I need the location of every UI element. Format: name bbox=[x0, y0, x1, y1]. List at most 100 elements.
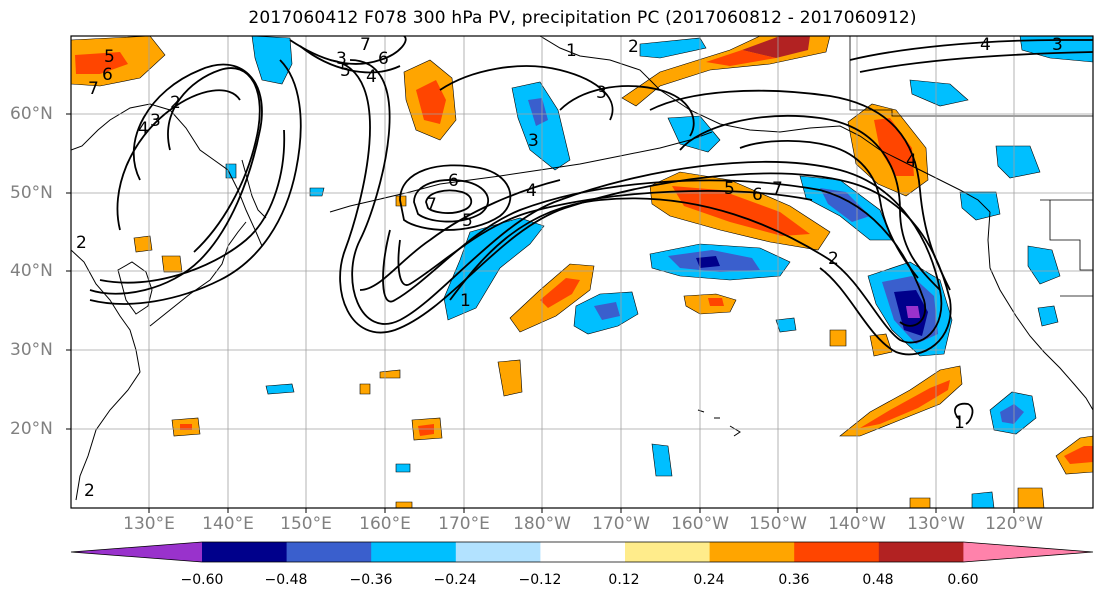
coastline-asia bbox=[71, 103, 263, 247]
precip-positive-patch bbox=[359, 383, 371, 395]
contour-label: 3 bbox=[150, 111, 161, 131]
lat-label: 20°N bbox=[10, 419, 53, 439]
precip-negative-patch bbox=[225, 163, 237, 179]
contour-label: 5 bbox=[724, 179, 735, 199]
lat-label: 60°N bbox=[10, 104, 53, 124]
lon-label: 160°E bbox=[359, 514, 411, 534]
colorbar-segment bbox=[709, 542, 795, 562]
precip-positive-patch bbox=[497, 359, 523, 397]
precip-positive-patch bbox=[909, 497, 931, 508]
colorbar-segment bbox=[455, 542, 541, 562]
precip-positive-patch bbox=[395, 501, 413, 508]
lon-label: 170°E bbox=[438, 514, 490, 534]
coastline-asia bbox=[71, 249, 141, 501]
contour-label: 2 bbox=[170, 93, 181, 113]
precip-negative-patch bbox=[251, 36, 293, 85]
contour-label: 2 bbox=[628, 37, 639, 57]
colorbar-tick-label: 0.12 bbox=[608, 572, 640, 588]
precip-negative-patch bbox=[909, 79, 969, 107]
pv-contour-layer bbox=[89, 36, 1093, 425]
contour-label-layer: 5 6 7 4 3 2 3 7 6 4 5 7 6 5 6 7 4 3 2 1 … bbox=[76, 35, 1063, 501]
precip-negative-patch bbox=[696, 256, 720, 268]
lon-label: 160°W bbox=[671, 514, 729, 534]
pv-contour bbox=[116, 89, 241, 231]
colorbar-tick-label: 0.24 bbox=[693, 572, 725, 588]
contour-label: 4 bbox=[366, 67, 377, 87]
lon-label: 150°W bbox=[749, 514, 807, 534]
contour-label: 1 bbox=[954, 413, 965, 433]
contour-label: 4 bbox=[906, 151, 917, 171]
colorbar-tick-label: −0.48 bbox=[264, 572, 308, 588]
colorbar-extend-max bbox=[963, 542, 1093, 562]
contour-label: 5 bbox=[104, 47, 115, 67]
colorbar-segment bbox=[625, 542, 711, 562]
pv-contour bbox=[439, 65, 614, 121]
colorbar-segment bbox=[371, 542, 457, 562]
precip-positive-patch bbox=[180, 424, 192, 430]
contour-label: 7 bbox=[360, 35, 371, 55]
precip-positive-patch bbox=[860, 380, 950, 428]
lon-label: 130°E bbox=[123, 514, 175, 534]
lon-label: 130°W bbox=[907, 514, 965, 534]
colorbar-extend-min bbox=[71, 542, 202, 562]
figure-title: 2017060412 F078 300 hPa PV, precipitatio… bbox=[248, 8, 917, 28]
pv-contour bbox=[739, 140, 919, 279]
contour-label: 6 bbox=[378, 49, 389, 69]
precip-positive-patch bbox=[706, 50, 776, 66]
pv-contour bbox=[413, 179, 490, 223]
pv-contour bbox=[397, 190, 813, 286]
contour-label: 4 bbox=[526, 181, 537, 201]
precip-negative-patch bbox=[594, 302, 620, 320]
lat-label: 50°N bbox=[10, 183, 53, 203]
lon-label: 170°W bbox=[592, 514, 650, 534]
colorbar-outline bbox=[70, 541, 1094, 563]
coastline-korea bbox=[117, 261, 153, 315]
contour-label: 7 bbox=[88, 79, 99, 99]
pv-contour bbox=[559, 85, 695, 137]
coastline-japan bbox=[149, 221, 247, 327]
contour-label: 6 bbox=[102, 65, 113, 85]
pv-contour bbox=[382, 179, 927, 327]
precip-positive-patch bbox=[133, 235, 153, 253]
pv-contour bbox=[299, 45, 401, 74]
precip-positive-patch bbox=[672, 186, 810, 236]
colorbar-segment bbox=[286, 542, 372, 562]
colorbar-segment bbox=[794, 542, 880, 562]
pv-contour bbox=[89, 63, 263, 295]
map-frame bbox=[70, 35, 1094, 509]
colorbar-segment bbox=[540, 542, 626, 562]
pv-contour bbox=[425, 189, 473, 214]
coastline-na-west bbox=[987, 211, 1093, 411]
coastline-alaska bbox=[539, 36, 991, 213]
border-layer bbox=[849, 36, 1093, 297]
precip-fill-layer bbox=[71, 36, 1093, 508]
lon-label: 140°E bbox=[202, 514, 254, 534]
precip-positive-patch bbox=[416, 80, 446, 124]
contour-label: 2 bbox=[828, 249, 839, 269]
pv-contour bbox=[329, 59, 952, 356]
pv-contour bbox=[167, 67, 261, 253]
precip-negative-patch bbox=[906, 306, 920, 318]
precip-negative-patch bbox=[1027, 245, 1061, 285]
colorbar-tick-label: −0.24 bbox=[433, 572, 477, 588]
contour-label: 5 bbox=[340, 61, 351, 81]
coastline-hawaii bbox=[697, 409, 741, 437]
pv-contour bbox=[849, 39, 1093, 61]
precip-negative-patch bbox=[1000, 404, 1024, 424]
pv-contour bbox=[679, 115, 941, 291]
contour-label: 3 bbox=[596, 83, 607, 103]
contour-label: 3 bbox=[528, 131, 539, 151]
contour-label: 7 bbox=[426, 195, 437, 215]
precip-negative-patch bbox=[1019, 36, 1093, 63]
precip-negative-patch bbox=[971, 491, 995, 508]
lon-label: 150°E bbox=[280, 514, 332, 534]
contour-label: 2 bbox=[84, 481, 95, 501]
pv-contour bbox=[399, 164, 512, 231]
precip-negative-patch bbox=[995, 145, 1041, 179]
precip-positive-patch bbox=[1017, 487, 1045, 508]
precip-positive-patch bbox=[742, 36, 810, 58]
contour-label: 5 bbox=[462, 211, 473, 231]
precip-positive-patch bbox=[869, 333, 893, 357]
lon-label: 140°W bbox=[828, 514, 886, 534]
precip-negative-patch bbox=[511, 81, 571, 171]
